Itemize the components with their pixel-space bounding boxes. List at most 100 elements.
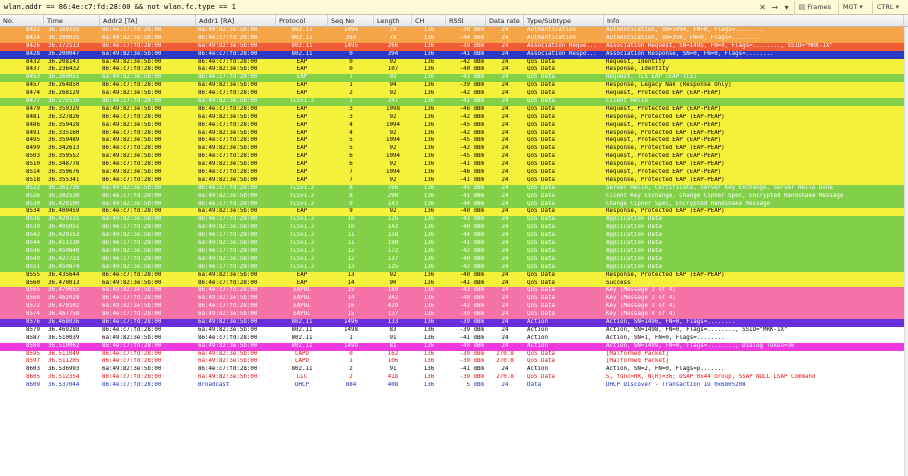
packet-row[interactable]: 8579 36.469288 86:4e:c7:fd:28:00 6a:49:82:3… [0,326,908,335]
cell-info: Authentication, SN=1494, FN=0, Flags=...… [606,27,764,33]
packet-row[interactable]: 8609 36.537044 86:4e:c7:fd:28:00 Broadcast D… [0,382,908,390]
packet-row[interactable]: 8572 36.470102 6a:49:82:3e:5b:00 86:4e:c7:f… [0,303,908,312]
packet-row[interactable]: 8526 36.382530 86:4e:c7:fd:28:00 6a:49:82:3… [0,192,908,201]
packet-row[interactable]: 8522 36.361736 6a:49:82:3e:5b:00 86:4e:c7:f… [0,184,908,193]
packet-row[interactable]: 8605 36.512354 86:4e:c7:fd:28:00 6a:49:82:3… [0,374,908,383]
cell-dst: 6a:49:82:3e:5b:00 [198,374,258,381]
packet-row[interactable]: 8424 36.200035 6a:49:82:3e:5b:00 86:4e:c7:f… [0,34,908,43]
packet-row[interactable]: 8510 36.348778 86:4e:c7:fd:28:00 6a:49:82:3… [0,161,908,170]
packet-row[interactable]: 8549 36.427733 86:4e:c7:fd:28:00 6a:49:82:3… [0,255,908,264]
cell-dst: Broadcast [198,382,230,389]
cell-proto: EAPOL [293,287,311,294]
column-header[interactable]: Type/Subtype [524,15,604,27]
packet-row[interactable]: 8546 36.450840 6a:49:82:3e:5b:00 86:4e:c7:f… [0,247,908,256]
packet-row[interactable]: 8477 36.275536 86:4e:c7:fd:28:00 6a:49:82:3… [0,98,908,106]
packet-row[interactable]: 8568 36.462020 86:4e:c7:fd:28:00 6a:49:82:3… [0,295,908,304]
cell-ch: 136 [423,287,435,294]
packet-row[interactable]: 8603 36.536993 6a:49:82:3e:5b:00 86:4e:c7:f… [0,366,908,375]
cell-info: Client Hello [606,98,648,105]
packet-row[interactable]: 8565 36.470055 6a:49:82:3e:5b:00 86:4e:c7:f… [0,287,908,296]
packet-row[interactable]: 8555 36.435644 86:4e:c7:fd:28:00 6a:49:82:3… [0,271,908,280]
packet-row[interactable]: 8486 36.359428 6a:49:82:3e:5b:00 86:4e:c7:f… [0,121,908,130]
cell-dst: 6a:49:82:3e:5b:00 [198,342,258,349]
packet-row[interactable]: 8539 36.405051 86:4e:c7:fd:28:00 6a:49:82:3… [0,224,908,233]
mgt-filter-button[interactable]: MGT ▾ [837,0,869,14]
packet-row[interactable]: 8453 36.260051 6a:49:82:3e:5b:00 86:4e:c7:f… [0,74,908,83]
packet-row[interactable]: 8576 36.468036 86:4e:c7:fd:28:00 6a:49:82:3… [0,318,908,327]
cell-type: QoS Data [527,279,555,286]
cell-dst: 86:4e:c7:fd:28:00 [198,216,258,223]
packet-row[interactable]: 8495 36.359489 6a:49:82:3e:5b:00 86:4e:c7:f… [0,137,908,146]
packet-row[interactable]: 8422 36.169155 86:4e:c7:fd:28:00 6a:49:82:3… [0,27,908,35]
cell-proto: 802.11 [291,42,313,49]
display-filter-bar[interactable]: wlan.addr == 86:4e:c7:fd:28:00 && not wl… [0,0,908,15]
cell-proto: EAP [296,82,308,89]
packet-list[interactable]: 8422 36.169155 86:4e:c7:fd:28:00 6a:49:82:3… [0,27,908,476]
packet-row[interactable]: 8503 36.359552 6a:49:82:3e:5b:00 86:4e:c7:f… [0,153,908,162]
column-header[interactable]: CH [412,15,446,27]
packet-row[interactable]: 8518 36.355341 86:4e:c7:fd:28:00 6a:49:82:3… [0,176,908,185]
packet-row[interactable]: 8587 36.510039 6a:49:82:3e:5b:00 86:4e:c7:f… [0,334,908,343]
cell-ch: 136 [423,326,435,333]
packet-row[interactable]: 8530 36.420100 6a:49:82:3e:5b:00 86:4e:c7:f… [0,200,908,209]
cell-ch: 136 [423,27,435,33]
column-header[interactable]: Length [374,15,412,27]
cell-type: Authentication [527,34,576,41]
vertical-scrollbar[interactable] [904,27,908,476]
cell-info: Application Data [606,224,662,231]
packet-row[interactable]: 8534 36.400459 86:4e:c7:fd:28:00 6a:49:82:3… [0,208,908,217]
packet-row[interactable]: 8543 36.420153 6a:49:82:3e:5b:00 86:4e:c7:f… [0,232,908,241]
packet-row[interactable]: 8479 36.359329 6a:49:82:3e:5b:00 86:4e:c7:f… [0,105,908,114]
packet-row[interactable]: 8544 36.411130 86:4e:c7:fd:28:00 6a:49:82:3… [0,240,908,248]
packet-row[interactable]: 8491 36.335160 86:4e:c7:fd:28:00 6a:49:82:3… [0,129,908,138]
column-header[interactable]: Addr1 [RA] [196,15,276,27]
cell-src: 86:4e:c7:fd:28:00 [102,82,162,89]
packet-row[interactable]: 8499 36.342613 86:4e:c7:fd:28:00 6a:49:82:3… [0,145,908,154]
packet-row[interactable]: 8560 36.470013 6a:49:82:3e:5b:00 86:4e:c7:f… [0,279,908,288]
cell-time: 36.236432 [48,66,80,73]
packet-row[interactable]: 8432 36.208143 6a:49:82:3e:5b:00 86:4e:c7:f… [0,58,908,67]
column-header[interactable]: RSSI [446,15,486,27]
cell-proto: EAP [296,90,308,97]
cell-rssi: -39 dBm [459,350,484,357]
packet-row[interactable]: 8574 36.467758 86:4e:c7:fd:28:00 6a:49:82:3… [0,311,908,319]
cell-ch: 136 [423,224,435,231]
column-header[interactable]: Seq No [328,15,374,27]
bookmark-icon[interactable]: ▾ [784,2,789,12]
column-header[interactable]: Info [604,15,904,27]
column-header[interactable]: No. [0,15,44,27]
cell-rate: 24 [501,334,509,341]
close-icon[interactable]: ✕ [759,2,766,12]
cell-rate: 24 [501,366,509,373]
packet-row[interactable]: 8514 36.359676 6a:49:82:3e:5b:00 86:4e:c7:f… [0,169,908,177]
cell-rssi: -39 dBm [459,82,484,89]
packet-row[interactable]: 8426 36.172113 86:4e:c7:fd:28:00 6a:49:82:3… [0,42,908,51]
cell-info: Request, Protected EAP (EAP-PEAP) [606,121,722,128]
packet-row[interactable]: 8597 36.511205 86:4e:c7:fd:28:00 6a:49:82:3… [0,358,908,367]
arrow-right-icon[interactable]: → [771,2,778,12]
cell-time: 36.536993 [48,366,80,373]
cell-rssi: -45 dBm [459,137,484,144]
column-header[interactable]: Addr2 [TA] [100,15,196,27]
ctrl-filter-button[interactable]: CTRL ▾ [871,0,905,14]
frames-filter-button[interactable]: ▤ Frames [793,0,835,14]
cell-no: 8422 [26,27,40,33]
cell-src: 6a:49:82:3e:5b:00 [102,169,162,176]
packet-row[interactable]: 8551 36.450874 6a:49:82:3e:5b:00 86:4e:c7:f… [0,263,908,272]
packet-row[interactable]: 8457 36.264850 86:4e:c7:fd:28:00 6a:49:82:3… [0,82,908,91]
packet-row[interactable]: 8428 36.200047 6a:49:82:3e:5b:00 86:4e:c7:f… [0,50,908,59]
column-header[interactable]: Protocol [276,15,328,27]
packet-row[interactable]: 8595 36.511049 86:4e:c7:fd:28:00 6a:49:82:3… [0,350,908,359]
packet-row[interactable]: 8474 36.268129 6a:49:82:3e:5b:00 86:4e:c7:f… [0,90,908,99]
display-filter-input[interactable]: wlan.addr == 86:4e:c7:fd:28:00 && not wl… [4,3,236,11]
column-header[interactable]: Data rate [486,15,524,27]
column-header[interactable]: Time [44,15,100,27]
cell-info: Association Response, SN=0, FN=0, Flags=… [606,50,774,57]
cell-info: DHCP Discover - Transaction ID 0x6805208 [606,382,746,389]
packet-row[interactable]: 8437 36.236432 86:4e:c7:fd:28:00 6a:49:82:3… [0,66,908,75]
cell-src: 86:4e:c7:fd:28:00 [102,27,162,33]
packet-row[interactable]: 8588 36.510062 86:4e:c7:fd:28:00 6a:49:82:3… [0,342,908,351]
packet-row[interactable]: 8536 36.420131 6a:49:82:3e:5b:00 86:4e:c7:f… [0,216,908,225]
packet-row[interactable]: 8481 36.327826 86:4e:c7:fd:28:00 6a:49:82:3… [0,113,908,122]
cell-type: Association Reque... [527,42,597,49]
